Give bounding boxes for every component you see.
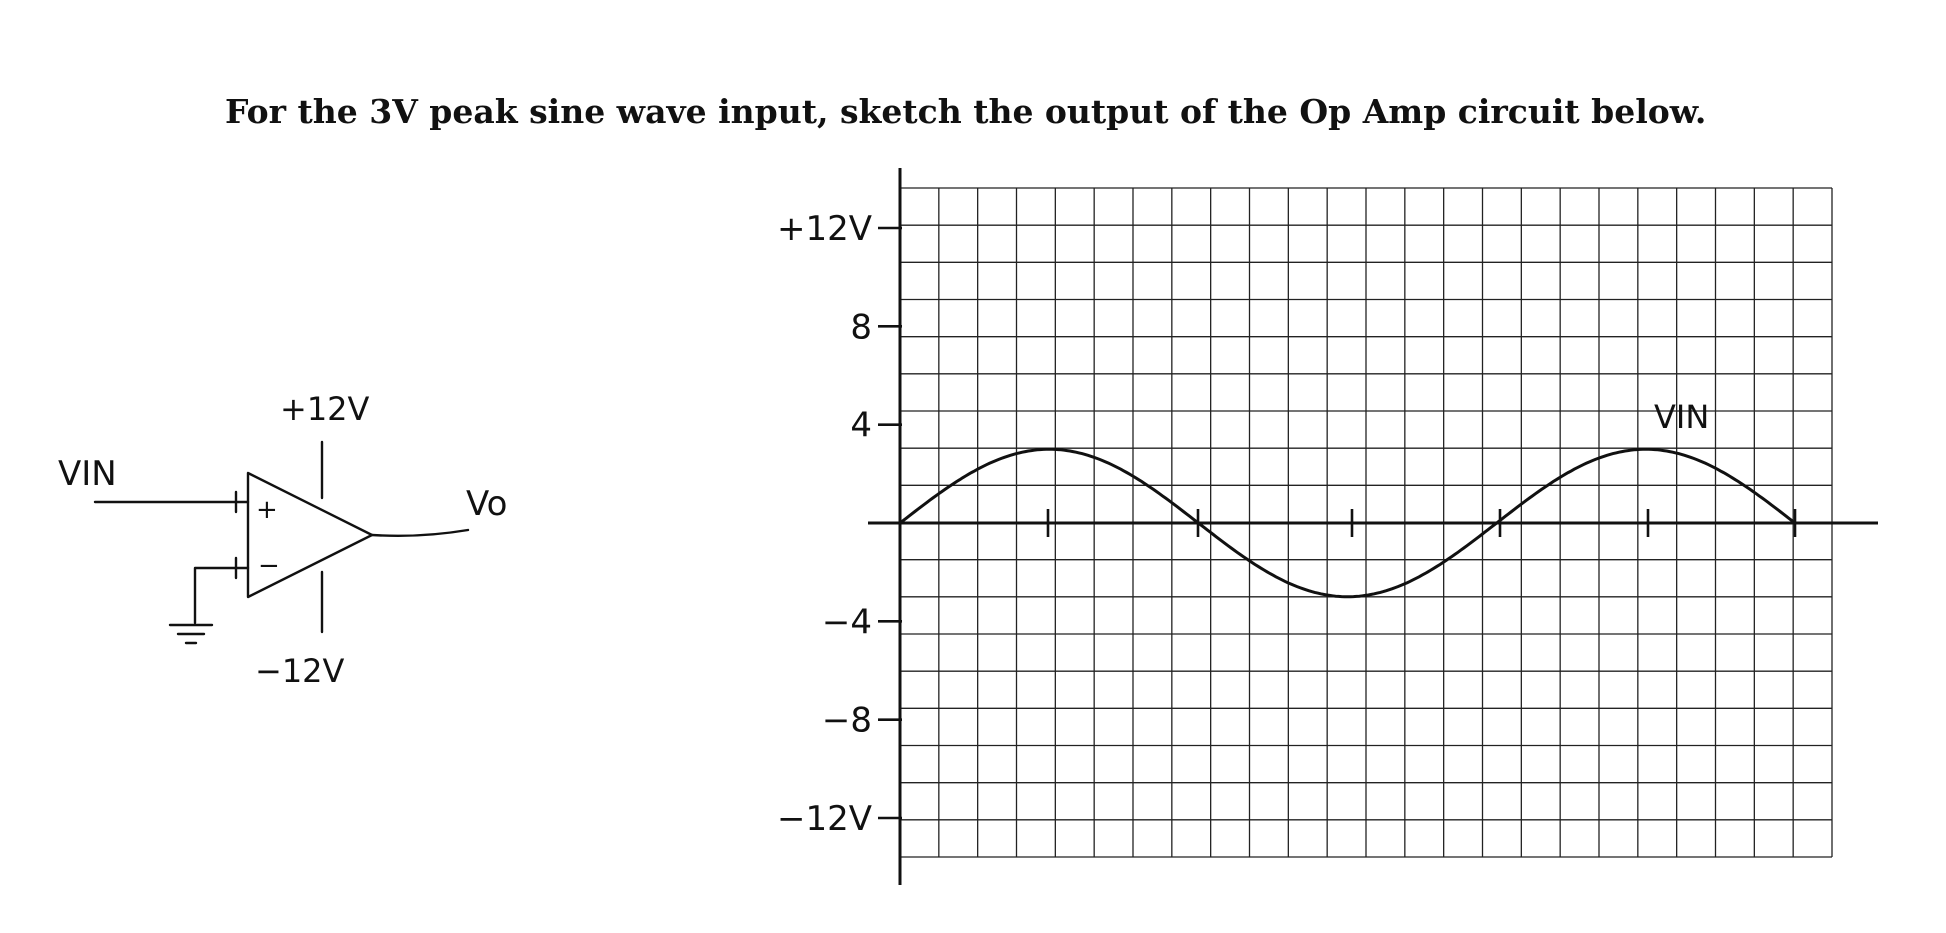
positive-supply-label: +12V — [280, 390, 370, 428]
vin-curve-label: VIN — [1654, 398, 1709, 436]
y-axis-ticks: +12V 8 4 −4 −8 −12V — [777, 209, 902, 839]
vin-curve — [898, 447, 1797, 599]
input-label: VIN — [58, 454, 117, 494]
y-tick-label: 4 — [850, 406, 872, 446]
graph-axes — [868, 168, 1878, 885]
y-tick-label: −12V — [777, 799, 872, 839]
op-amp-triangle — [246, 471, 374, 599]
negative-supply-label: −12V — [255, 652, 345, 690]
y-tick-label: −8 — [822, 701, 872, 741]
y-tick-label: −4 — [822, 602, 872, 642]
ground-icon — [168, 623, 214, 645]
inverting-input-sign: − — [258, 551, 280, 581]
y-tick-label: 8 — [850, 307, 872, 347]
y-tick-label: +12V — [777, 209, 872, 249]
question-text: For the 3V peak sine wave input, sketch … — [225, 92, 1707, 131]
output-wire — [370, 528, 470, 538]
noninverting-input-sign: + — [256, 495, 278, 525]
output-label: Vo — [466, 484, 507, 524]
ground-wire — [193, 566, 250, 625]
